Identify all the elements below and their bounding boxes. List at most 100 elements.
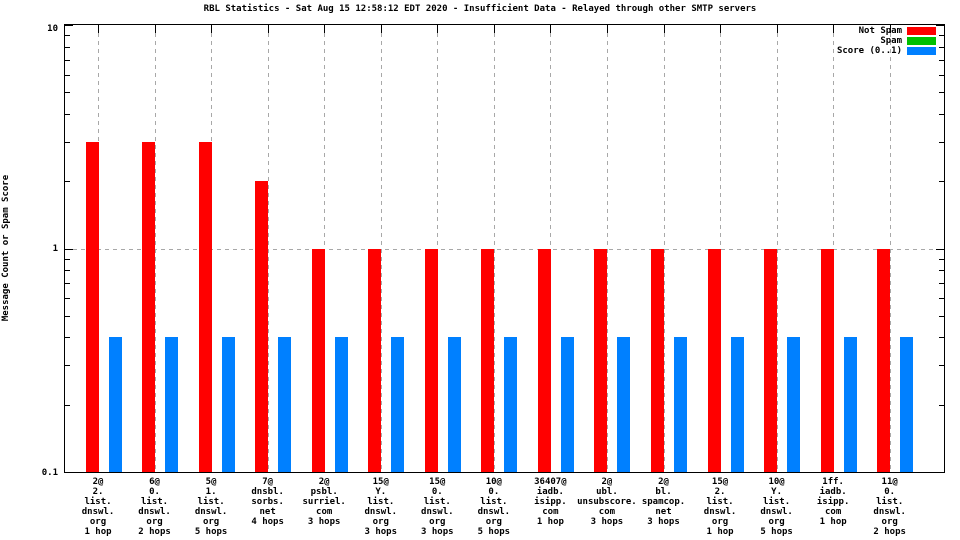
bar-not-spam: [651, 248, 664, 472]
y-minor-tick: [65, 92, 70, 94]
y-minor-tick: [65, 315, 70, 317]
x-tick: [833, 25, 835, 33]
x-tick: [267, 25, 269, 33]
x-tick: [211, 25, 213, 33]
bar-not-spam: [368, 248, 382, 472]
x-gridline: [776, 25, 778, 472]
bar-not-spam: [877, 248, 891, 472]
y-minor-tick: [939, 113, 944, 115]
x-category-label: 10@ 0. list. dnswl. org 5 hops: [477, 477, 511, 537]
x-gridline: [493, 25, 495, 472]
legend-label: Score (0..1): [836, 46, 902, 56]
x-gridline: [324, 25, 326, 472]
y-tick-label: 10: [47, 24, 58, 34]
x-gridline: [606, 25, 608, 472]
bar-not-spam: [707, 248, 721, 472]
y-minor-tick: [65, 181, 70, 183]
x-category-label: 2@ bl. spamcop. net 3 hops: [641, 477, 686, 527]
x-category-label: 1ff. iadb. isipp. com 1 hop: [816, 477, 850, 527]
y-major-tick: [936, 25, 944, 26]
bar-not-spam: [142, 141, 156, 472]
legend-swatch: [907, 37, 936, 45]
x-gridline: [437, 25, 439, 472]
y-minor-tick: [939, 270, 944, 272]
bar-not-spam: [424, 248, 438, 472]
y-minor-tick: [65, 35, 70, 37]
y-minor-tick: [939, 258, 944, 260]
bar-score: [334, 337, 348, 472]
x-category-label: 7@ dnsbl. sorbs. net 4 hops: [251, 477, 284, 527]
y-minor-tick: [939, 92, 944, 94]
y-minor-tick: [65, 337, 70, 339]
y-minor-tick: [65, 46, 70, 48]
gridline-y-1: [65, 248, 944, 250]
y-minor-tick: [65, 404, 70, 406]
legend-swatch: [907, 47, 936, 55]
bar-score: [730, 337, 744, 472]
x-tick: [154, 25, 156, 33]
bar-score: [560, 337, 574, 472]
x-tick: [550, 25, 552, 33]
bar-score: [787, 337, 801, 472]
legend-label: Spam: [880, 36, 902, 46]
chart-title: RBL Statistics - Sat Aug 15 12:58:12 EDT…: [203, 4, 757, 14]
x-category-label: 6@ 0. list. dnswl. org 2 hops: [138, 477, 171, 537]
y-minor-tick: [939, 141, 944, 143]
x-category-label: 2@ 2. list. dnswl. org 1 hop: [81, 477, 115, 537]
legend: Not Spam Spam Score (0..1): [837, 26, 936, 56]
bar-not-spam: [764, 248, 778, 472]
x-gridline: [833, 25, 835, 472]
x-category-label: 10@ Y. list. dnswl. org 5 hops: [760, 477, 793, 537]
bar-not-spam: [85, 141, 99, 472]
bar-not-spam: [820, 248, 834, 472]
y-minor-tick: [939, 404, 944, 406]
y-minor-tick: [65, 258, 70, 260]
y-minor-tick: [65, 270, 70, 272]
y-tick-label: 1: [52, 244, 58, 254]
y-minor-tick: [65, 59, 70, 61]
bar-not-spam: [537, 248, 551, 472]
x-gridline: [889, 25, 891, 472]
bar-score: [391, 337, 405, 472]
y-minor-tick: [65, 113, 70, 115]
bar-score: [447, 337, 461, 472]
y-minor-tick: [939, 298, 944, 300]
x-category-label: 36407@ iadb. isipp. com 1 hop: [534, 477, 567, 527]
legend-row: Spam: [837, 36, 936, 46]
x-category-label: 11@ 0. list. dnswl. org 2 hops: [873, 477, 906, 537]
y-minor-tick: [939, 59, 944, 61]
x-tick: [324, 25, 326, 33]
bar-score: [108, 337, 122, 472]
bar-score: [900, 337, 914, 472]
legend-swatch: [907, 27, 936, 35]
bar-score: [221, 337, 235, 472]
x-category-label: 15@ 0. list. dnswl. org 3 hops: [421, 477, 454, 537]
x-gridline: [267, 25, 269, 472]
plot-area: [64, 24, 945, 473]
bar-score: [504, 337, 518, 472]
x-category-label: 5@ 1. list. dnswl. org 5 hops: [194, 477, 228, 537]
x-gridline: [98, 25, 99, 472]
x-tick: [889, 25, 891, 33]
x-gridline: [154, 25, 156, 472]
x-tick: [663, 25, 665, 33]
x-tick: [380, 25, 382, 33]
y-minor-tick: [65, 283, 70, 285]
y-minor-tick: [939, 181, 944, 183]
x-category-label: 15@ 2. list. dnswl. org 1 hop: [703, 477, 737, 537]
bar-score: [843, 337, 857, 472]
x-category-label: 2@ ubl. unsubscore. com 3 hops: [577, 477, 637, 527]
bar-score: [278, 337, 292, 472]
x-tick: [776, 25, 778, 33]
x-tick: [98, 25, 99, 33]
y-minor-tick: [939, 283, 944, 285]
x-tick: [606, 25, 608, 33]
x-gridline: [380, 25, 382, 472]
bar-not-spam: [255, 181, 269, 472]
y-tick-label: 0.1: [41, 468, 58, 478]
y-minor-tick: [939, 365, 944, 367]
x-gridline: [211, 25, 213, 472]
bar-not-spam: [198, 141, 212, 472]
x-tick: [720, 25, 722, 33]
legend-row: Not Spam: [837, 26, 936, 36]
